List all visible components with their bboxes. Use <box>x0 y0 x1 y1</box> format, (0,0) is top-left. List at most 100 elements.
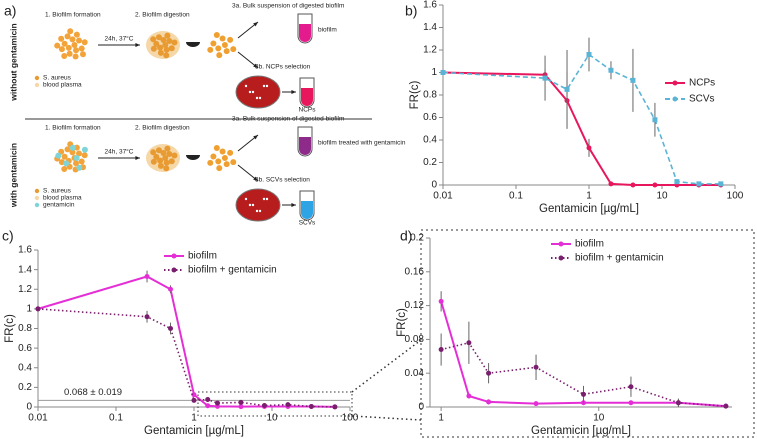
cell <box>65 44 72 51</box>
cell <box>163 165 170 172</box>
legend-dot <box>34 82 40 88</box>
point <box>718 181 724 187</box>
y-tick-label: 1.4 <box>18 264 32 275</box>
tube-liquid <box>299 24 311 42</box>
y-axis-label: FR(c) <box>396 308 408 337</box>
legend-marker <box>558 241 564 247</box>
cell <box>162 155 169 161</box>
step-label: 3a. Bulk suspension of digested biofilm <box>232 3 344 10</box>
y-tick-label: 0.8 <box>423 90 437 101</box>
cell <box>213 145 220 152</box>
point <box>261 403 267 409</box>
point <box>308 404 314 410</box>
x-tick-label: 0.1 <box>509 191 523 202</box>
cell <box>67 28 74 35</box>
y-tick-label: 1.6 <box>18 245 32 256</box>
cell <box>157 49 164 56</box>
legend-label: biofilm + gentamicin <box>575 253 664 264</box>
point <box>608 181 614 187</box>
step-label: 3b. NCPs selection <box>255 64 311 71</box>
cell <box>210 40 217 47</box>
y-tick-label: 1.4 <box>423 22 437 33</box>
cell <box>219 148 226 155</box>
cell <box>73 47 80 54</box>
panel-label: a) <box>4 3 16 19</box>
step-label: 2. Biofilm digestion <box>135 12 190 19</box>
colony <box>255 96 259 100</box>
y-tick-label: 0.2 <box>410 233 424 244</box>
point <box>285 402 291 408</box>
colony <box>251 90 255 94</box>
cell <box>81 152 88 159</box>
cell <box>73 160 80 167</box>
colony <box>248 203 252 207</box>
point <box>205 403 211 409</box>
y-tick-label: 1.6 <box>423 0 437 11</box>
point <box>533 364 539 370</box>
colony <box>244 84 248 88</box>
point <box>440 70 446 75</box>
cell <box>160 149 167 156</box>
point <box>542 75 548 81</box>
point <box>586 145 592 151</box>
arrow-head <box>291 90 296 94</box>
cell <box>69 149 76 156</box>
x-tick-label: 10 <box>266 413 278 424</box>
y-tick-label: 0 <box>418 402 424 413</box>
y-tick-label: 0.8 <box>18 323 32 334</box>
y-tick-label: 0.6 <box>423 112 437 123</box>
point <box>564 86 570 92</box>
annotation: 0.068 ± 0.019 <box>64 387 122 398</box>
point <box>486 399 492 405</box>
tube-label: biofilm treated with gentamicin <box>318 140 406 147</box>
legend-label: blood plasma <box>43 195 82 202</box>
cell <box>163 46 170 53</box>
cell <box>155 147 162 154</box>
point <box>608 67 614 73</box>
cell <box>63 160 70 167</box>
cell <box>210 153 217 160</box>
point <box>696 181 702 187</box>
cell <box>153 40 160 47</box>
cell <box>216 52 223 59</box>
y-tick-label: 0.4 <box>18 362 32 373</box>
cell <box>163 159 170 166</box>
x-axis-label: Gentamicin [µg/mL] <box>531 425 631 437</box>
legend-marker <box>672 96 678 102</box>
cell <box>153 153 160 160</box>
legend-label: NCPs <box>689 78 715 89</box>
colony <box>258 96 262 100</box>
legend-dot <box>34 202 40 208</box>
colony <box>262 84 266 88</box>
colony <box>244 197 248 201</box>
colony <box>255 209 259 213</box>
cell <box>155 34 162 41</box>
arrow-head <box>291 203 296 207</box>
cell <box>157 157 164 164</box>
cell <box>221 42 228 48</box>
point <box>652 117 658 123</box>
condition-label: without gentamicin <box>8 23 18 101</box>
point <box>533 401 539 407</box>
legend-label: biofilm <box>188 251 217 262</box>
x-tick-label: 10 <box>593 413 605 424</box>
cell <box>160 36 167 43</box>
colony <box>251 203 255 207</box>
legend-label: biofilm + gentamicin <box>188 265 277 276</box>
point <box>630 182 636 188</box>
cell <box>223 48 230 55</box>
point <box>238 399 244 405</box>
step-label: 1. Biofilm formation <box>45 12 101 19</box>
panel-label: b) <box>405 3 417 19</box>
y-tick-label: 0.4 <box>423 135 437 146</box>
series-line <box>440 341 726 407</box>
y-tick-label: 1.2 <box>423 45 437 56</box>
point <box>168 326 174 331</box>
point <box>675 400 681 406</box>
petri-dish <box>235 188 281 222</box>
point <box>652 182 658 188</box>
colony <box>265 84 269 88</box>
legend-label: blood plasma <box>43 82 82 89</box>
arrow-head <box>253 63 258 68</box>
cell <box>230 46 237 53</box>
